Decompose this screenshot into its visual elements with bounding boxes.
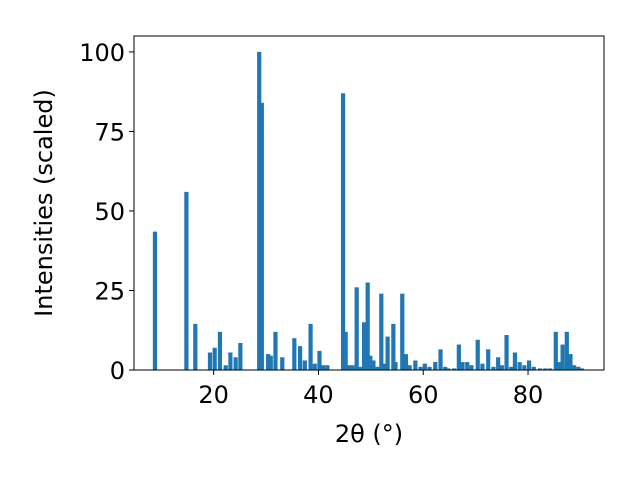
bar (443, 366, 448, 370)
bar (302, 360, 307, 370)
y-axis-ticks: 0 25 50 75 100 (79, 39, 134, 385)
bar (496, 357, 501, 370)
bar (312, 363, 317, 370)
bar (407, 365, 412, 370)
y-tick-label: 0 (110, 357, 125, 385)
bar (233, 357, 238, 370)
bar (280, 357, 285, 370)
x-tick-label: 60 (408, 381, 439, 409)
bar (537, 368, 543, 370)
bar (433, 362, 438, 370)
bar (475, 339, 480, 370)
bar (547, 368, 553, 370)
bar (257, 51, 262, 371)
bar (273, 331, 278, 370)
bar (465, 362, 470, 370)
bar (418, 366, 423, 370)
bar (346, 365, 351, 370)
bar (361, 322, 367, 370)
bar (212, 347, 217, 370)
bar (553, 331, 558, 370)
bar (579, 368, 585, 370)
bar (512, 352, 518, 370)
bar (238, 342, 243, 370)
bar (193, 323, 198, 370)
x-axis-label: 2θ (°) (335, 420, 403, 448)
bar (543, 368, 548, 370)
bar (576, 366, 581, 370)
bar (343, 331, 348, 370)
bar (452, 368, 457, 370)
bar (385, 336, 390, 370)
bar (403, 354, 409, 370)
bar (152, 231, 158, 370)
bar (266, 354, 271, 370)
bar (391, 323, 396, 370)
bar (568, 354, 573, 370)
y-tick-label: 25 (94, 277, 125, 305)
bars-group (152, 51, 585, 371)
bar (526, 360, 532, 370)
bar (375, 366, 380, 370)
bar (564, 331, 569, 370)
x-tick-label: 80 (513, 381, 544, 409)
bar (259, 102, 264, 371)
bar (499, 365, 504, 370)
bar (413, 360, 418, 370)
bar (368, 355, 373, 370)
bar (317, 350, 322, 370)
bar (207, 352, 213, 370)
bar (268, 355, 273, 370)
bar (308, 323, 313, 370)
y-tick-label: 75 (94, 118, 125, 146)
bar (438, 349, 443, 370)
x-tick-label: 40 (303, 381, 334, 409)
y-tick-label: 50 (94, 198, 125, 226)
bar (469, 365, 474, 370)
bar (486, 349, 491, 370)
bar (522, 365, 527, 370)
bar (560, 344, 565, 370)
bar (517, 362, 522, 370)
x-tick-label: 20 (198, 381, 229, 409)
bar (422, 363, 427, 370)
bar (379, 293, 384, 370)
bar (223, 365, 228, 370)
bar (357, 366, 362, 370)
bar (400, 293, 405, 370)
bar (504, 335, 509, 370)
bar (446, 368, 451, 370)
bar (325, 365, 330, 370)
bar (365, 282, 370, 370)
y-axis-label: Intensities (scaled) (30, 89, 58, 317)
bar (509, 366, 514, 370)
bar (371, 360, 376, 370)
plot-frame (133, 35, 605, 371)
bar (382, 363, 388, 370)
bar (480, 363, 485, 370)
bar (321, 365, 326, 370)
bar (556, 362, 562, 370)
bar (572, 365, 577, 370)
bar (228, 352, 233, 370)
x-axis-ticks: 20 40 60 80 (198, 370, 543, 409)
bar (460, 362, 465, 370)
bar (350, 365, 355, 370)
bar (531, 366, 536, 370)
bar (354, 287, 359, 370)
bar (340, 93, 346, 370)
bar (427, 366, 432, 370)
bar (184, 191, 189, 370)
bar (217, 331, 223, 370)
bar (491, 366, 496, 370)
bar (456, 344, 461, 370)
bar (292, 338, 297, 370)
bar (298, 346, 303, 370)
y-tick-label: 100 (79, 39, 125, 67)
bar (393, 362, 398, 370)
